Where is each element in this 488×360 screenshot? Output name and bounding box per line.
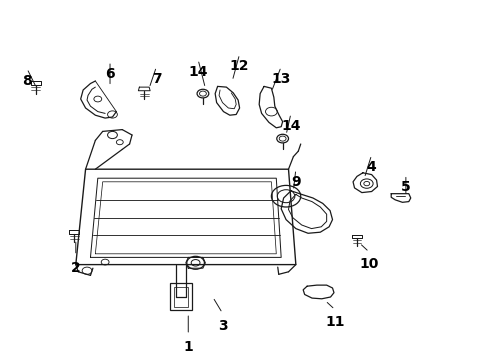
Text: 4: 4	[366, 160, 376, 174]
Text: 10: 10	[359, 257, 378, 271]
Text: 12: 12	[229, 59, 249, 73]
Text: 2: 2	[71, 261, 81, 275]
Bar	[170, 283, 191, 310]
Text: 5: 5	[400, 180, 410, 194]
Text: 13: 13	[271, 72, 290, 86]
Text: 9: 9	[290, 175, 300, 189]
Text: 3: 3	[217, 319, 227, 333]
Text: 1: 1	[183, 340, 193, 354]
Text: 8: 8	[22, 74, 32, 88]
Text: 14: 14	[281, 119, 300, 133]
Text: 14: 14	[188, 65, 207, 79]
Bar	[174, 287, 187, 307]
Text: 6: 6	[105, 67, 115, 81]
Text: 7: 7	[151, 72, 161, 86]
Text: 11: 11	[325, 315, 344, 329]
